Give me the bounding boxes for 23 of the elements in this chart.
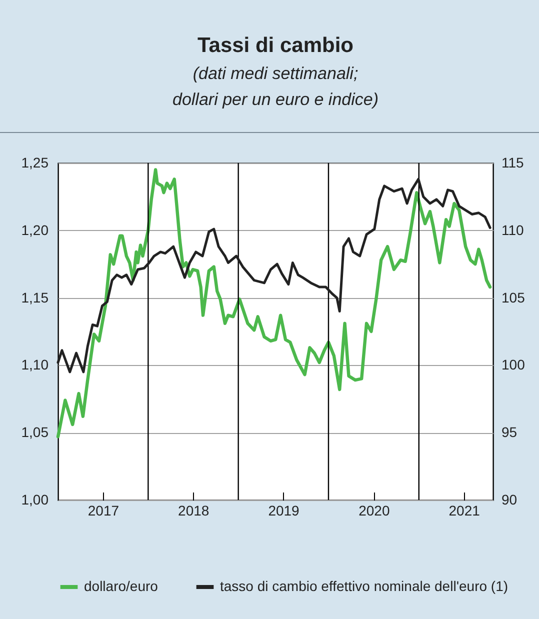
- legend-label: tasso di cambio effettivo nominale dell'euro (1): [220, 578, 508, 594]
- line-series: [56, 168, 492, 438]
- x-tick-label: 2019: [268, 502, 300, 518]
- legend-label: dollaro/euro: [84, 578, 158, 594]
- y2-tick-label: 115: [502, 154, 524, 170]
- y-tick-label: 1,20: [21, 222, 49, 238]
- chart-title: Tassi di cambio: [198, 34, 354, 57]
- x-tick-label: 2021: [448, 502, 480, 518]
- y-tick-label: 1,10: [21, 356, 49, 373]
- y-tick-label: 1,25: [21, 154, 49, 170]
- y2-tick-label: 90: [502, 492, 518, 508]
- chart-subtitle: (dati medi settimanali; dollari per un euro e indice): [172, 64, 379, 109]
- x-tick-label: 2020: [358, 502, 390, 518]
- y2-tick-label: 110: [502, 222, 524, 238]
- y-tick-label: 1,00: [21, 492, 49, 508]
- y2-tick-label: 105: [502, 289, 526, 306]
- y2-tick-label: 100: [502, 356, 526, 373]
- y-tick-label: 1,15: [21, 289, 49, 306]
- y2-tick-label: 95: [502, 424, 518, 440]
- x-tick-label: 2017: [88, 502, 120, 518]
- line-series: [56, 178, 492, 374]
- x-tick-label: 2018: [178, 502, 210, 518]
- y-tick-label: 1,05: [21, 424, 49, 440]
